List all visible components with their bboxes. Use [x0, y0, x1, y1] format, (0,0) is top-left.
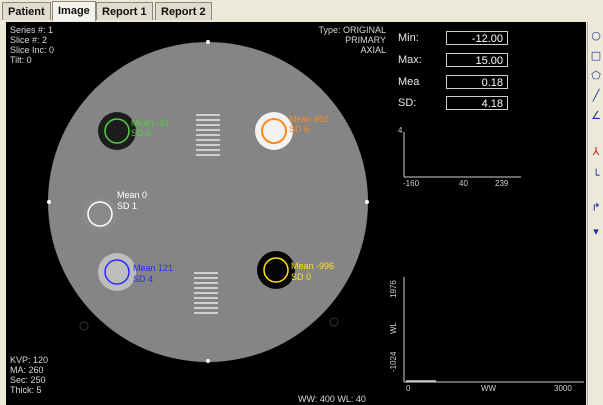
overlay-bottom-left: KVP: 120 MA: 260 Sec: 250 Thick: 5 — [10, 355, 48, 395]
roi-mean-label: Mean -34 — [131, 118, 169, 128]
marker-dot — [206, 40, 210, 44]
max-label: Max: — [398, 54, 422, 66]
histogram-bottom-ww-label: WW — [481, 384, 497, 393]
histogram-bottom-x-tick: 3000 — [554, 384, 572, 393]
roi-mean-label: Mean -996 — [291, 261, 334, 271]
ruler-icon[interactable]: └ — [592, 169, 600, 182]
image-type-axial: AXIAL — [360, 45, 386, 55]
histogram-bottom-y-min: -1024 — [389, 351, 398, 372]
roi-circle-1[interactable] — [104, 118, 130, 144]
insert-polyethylene — [98, 253, 136, 291]
overlay-top-left: Series #: 1 Slice #: 2 Slice Inc: 0 Tilt… — [10, 25, 54, 65]
angle-icon[interactable]: ∠ — [591, 109, 601, 122]
histogram-top-x-tick: -160 — [403, 179, 420, 188]
roi-sd-label: SD 0 — [131, 128, 151, 138]
histogram-bottom-wl-label: WL — [389, 322, 398, 334]
histogram-bottom-y-max: 1976 — [389, 280, 398, 298]
min-value: -12.00 — [446, 31, 508, 45]
roi-mean-label: Mean 916 — [289, 114, 329, 124]
tab-bar: Patient Image Report 1 Report 2 — [0, 0, 603, 22]
insert-acrylic — [98, 112, 136, 150]
roi-circle-3[interactable] — [87, 201, 113, 227]
histogram-top-x-tick: 40 — [459, 179, 468, 188]
small-hole — [329, 317, 339, 327]
series-number: Series #: 1 — [10, 25, 54, 35]
tab-report-2[interactable]: Report 2 — [155, 2, 212, 20]
insert-air — [257, 251, 295, 289]
slice-number: Slice #: 2 — [10, 35, 48, 45]
insert-bone — [255, 112, 293, 150]
thickness: Thick: 5 — [10, 385, 42, 395]
min-label: Min: — [398, 32, 419, 44]
roi-sd-label: SD 0 — [291, 272, 311, 282]
ma: MA: 260 — [10, 365, 44, 375]
max-value: 15.00 — [446, 53, 508, 67]
profile-icon[interactable]: ⅄ — [592, 145, 600, 158]
sec: Sec: 250 — [10, 375, 46, 385]
roi-sd-label: SD 1 — [117, 201, 137, 211]
mean-label: Mea — [398, 76, 420, 88]
roi-mean-label: Mean 121 — [133, 263, 173, 273]
histogram-bottom-x-tick: 0 — [406, 384, 411, 393]
sd-value: 4.18 — [446, 96, 508, 110]
window-level: WW: 400 WL: 40 — [298, 394, 366, 404]
slice-increment: Slice Inc: 0 — [10, 45, 55, 55]
ct-image[interactable]: Mean -34 SD 0 Mean 916 SD 6 Mean 0 SD 1 … — [6, 22, 586, 405]
roi-sd-label: SD 4 — [133, 274, 153, 284]
image-viewer[interactable]: Mean -34 SD 0 Mean 916 SD 6 Mean 0 SD 1 … — [6, 22, 586, 405]
resolution-pattern-bottom — [194, 272, 218, 314]
tilt: Tilt: 0 — [10, 55, 32, 65]
roi-circle-4[interactable] — [104, 259, 130, 285]
line-icon[interactable]: ╱ — [592, 89, 600, 102]
tab-image[interactable]: Image — [52, 1, 96, 21]
image-type-primary: PRIMARY — [345, 35, 386, 45]
resolution-pattern-top — [196, 114, 220, 156]
sd-label: SD: — [398, 97, 417, 109]
histogram-top-x-tick: 239 — [495, 179, 509, 188]
kvp: KVP: 120 — [10, 355, 49, 365]
image-type: Type: ORIGINAL — [318, 25, 386, 35]
tab-patient[interactable]: Patient — [2, 2, 51, 20]
mean-value: 0.18 — [446, 75, 508, 89]
histogram-top-y-tick: 4 — [398, 126, 403, 135]
arrow-icon[interactable]: ↱ — [591, 201, 601, 214]
roi-circle-2[interactable] — [261, 118, 287, 144]
ellipse-roi-icon[interactable]: ○ — [591, 29, 601, 42]
marker-dot — [206, 359, 210, 363]
polygon-roi-icon[interactable]: ⬠ — [591, 69, 601, 82]
overlay-top-right: Type: ORIGINAL PRIMARY AXIAL — [318, 25, 386, 55]
roi-toolbar: ○ □ ⬠ ╱ ∠ ⅄ └ ↱ ▾ — [587, 22, 603, 405]
small-hole — [79, 321, 89, 331]
marker-dot — [47, 200, 51, 204]
roi-mean-label: Mean 0 — [117, 190, 147, 200]
tab-report-1[interactable]: Report 1 — [96, 2, 153, 20]
marker-dot — [365, 200, 369, 204]
rectangle-roi-icon[interactable]: □ — [590, 49, 602, 62]
delete-icon[interactable]: ▾ — [593, 225, 599, 238]
roi-sd-label: SD 6 — [289, 124, 309, 134]
roi-circle-5[interactable] — [263, 257, 289, 283]
